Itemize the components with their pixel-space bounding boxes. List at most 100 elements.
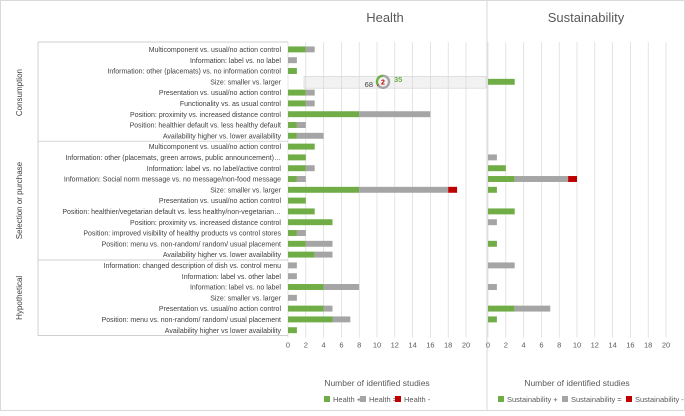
legend-swatch — [498, 396, 504, 402]
category-label: Information: label vs. no label — [190, 58, 281, 65]
legend-swatch — [395, 396, 401, 402]
bar-segment — [288, 262, 297, 268]
donut-center-label: 2 — [381, 79, 385, 86]
bar-segment — [288, 133, 297, 139]
bar-segment — [288, 208, 315, 214]
category-label: Position: improved visibility of healthy… — [83, 231, 281, 238]
legend-swatch — [626, 396, 632, 402]
x-tick-label: 16 — [626, 341, 634, 350]
bar-segment — [448, 187, 457, 193]
legend-label: Health - — [404, 395, 431, 404]
donut-left-label: 68 — [365, 80, 373, 89]
category-label: Presentation vs. usual/no action control — [159, 306, 282, 313]
bar-segment — [488, 154, 497, 160]
x-tick-label: 20 — [462, 341, 470, 350]
bar-segment — [488, 306, 515, 312]
category-label: Position: menu vs. non-random/ random/ u… — [102, 241, 281, 248]
category-label: Information: other (placemats) vs. no in… — [107, 69, 281, 76]
bar-segment — [488, 316, 497, 322]
category-label: Size: smaller vs. larger — [210, 295, 281, 302]
x-tick-label: 0 — [286, 341, 290, 350]
bar-segment — [288, 100, 306, 106]
x-tick-label: 20 — [662, 341, 670, 350]
x-tick-label: 12 — [591, 341, 599, 350]
category-label: Availability higher vs. lower availabili… — [163, 252, 282, 259]
bar-segment — [488, 176, 515, 182]
bar-segment — [488, 165, 506, 171]
bar-segment — [297, 133, 324, 139]
x-tick-label: 10 — [573, 341, 581, 350]
category-label: Size: smaller vs. larger — [210, 79, 281, 86]
category-label: Information: Social norm message vs. no … — [64, 177, 281, 184]
legend-swatch — [360, 396, 366, 402]
bar-segment — [288, 68, 297, 74]
bar-segment — [306, 46, 315, 52]
bar-segment — [568, 176, 577, 182]
bar-segment — [288, 198, 306, 204]
bar-segment — [515, 306, 551, 312]
category-label: Availability higher vs. lower availabili… — [163, 133, 282, 140]
bar-segment — [288, 316, 333, 322]
x-tick-label: 6 — [339, 341, 343, 350]
donut-right-label: 35 — [394, 75, 402, 84]
category-label: Presentation vs. usual/no action control — [159, 90, 282, 97]
category-label: Availability higher vs lower availabilit… — [165, 328, 282, 335]
category-label: Information: label vs. no label — [190, 285, 281, 292]
legend-swatch — [324, 396, 330, 402]
bar-segment — [288, 252, 315, 258]
bar-segment — [488, 208, 515, 214]
legend-health: Health + Health = Health - — [324, 395, 431, 404]
bar-segment — [515, 176, 568, 182]
bar-segment — [288, 144, 315, 150]
x-tick-label: 2 — [504, 341, 508, 350]
bar-segment — [288, 176, 297, 182]
bar-segment — [333, 316, 351, 322]
category-label: Multicomponent vs. usual/no action contr… — [149, 144, 282, 151]
bar-segment — [324, 284, 360, 290]
category-label: Presentation vs. usual/no action control — [159, 198, 282, 205]
legend-swatch — [562, 396, 568, 402]
bar-segment — [488, 241, 497, 247]
bar-segment — [288, 273, 297, 279]
x-tick-label: 14 — [408, 341, 416, 350]
group-label: Consumption — [15, 69, 24, 116]
category-label: Information: other (placemats, green arr… — [65, 155, 281, 162]
bar-segment — [288, 327, 297, 333]
bar-segment — [288, 219, 333, 225]
bar-segment — [488, 219, 497, 225]
bar-segment — [288, 306, 324, 312]
bar-segment — [297, 230, 306, 236]
bar-segment — [288, 111, 359, 117]
bar-segment — [306, 241, 333, 247]
bar-segment — [288, 57, 297, 63]
x-tick-label: 8 — [557, 341, 561, 350]
category-label: Information: label vs. no label/active c… — [147, 166, 282, 173]
bar-segment — [288, 154, 306, 160]
x-tick-label: 12 — [391, 341, 399, 350]
legend-label: Sustainability + — [507, 395, 558, 404]
x-axis-title-sustainability: Number of identified studies — [524, 378, 629, 388]
bar-segment — [488, 262, 515, 268]
category-label: Position: healthier default vs. less hea… — [130, 123, 281, 130]
x-tick-label: 0 — [486, 341, 490, 350]
bar-segment — [297, 122, 306, 128]
legend-label: Health + — [333, 395, 362, 404]
legend-label: Health = — [369, 395, 398, 404]
bar-segment — [359, 187, 448, 193]
bar-segment — [306, 165, 315, 171]
x-tick-label: 8 — [357, 341, 361, 350]
category-label: Information: changed description of dish… — [104, 263, 282, 270]
bar-segment — [324, 306, 333, 312]
legend-sustainability: Sustainability + Sustainability = Sustai… — [498, 395, 684, 404]
bar-segment — [297, 176, 306, 182]
category-label: Multicomponent vs. usual/no action contr… — [149, 47, 282, 54]
category-label: Size: smaller vs. larger — [210, 187, 281, 194]
bar-segment — [359, 111, 430, 117]
bar-segment — [488, 187, 497, 193]
bar-segment — [288, 187, 359, 193]
panel-title-health: Health — [366, 10, 404, 25]
group-label: Hypothetical — [15, 276, 24, 320]
bar-segment — [288, 165, 306, 171]
bar-segment — [488, 79, 515, 85]
bar-segment — [288, 241, 306, 247]
